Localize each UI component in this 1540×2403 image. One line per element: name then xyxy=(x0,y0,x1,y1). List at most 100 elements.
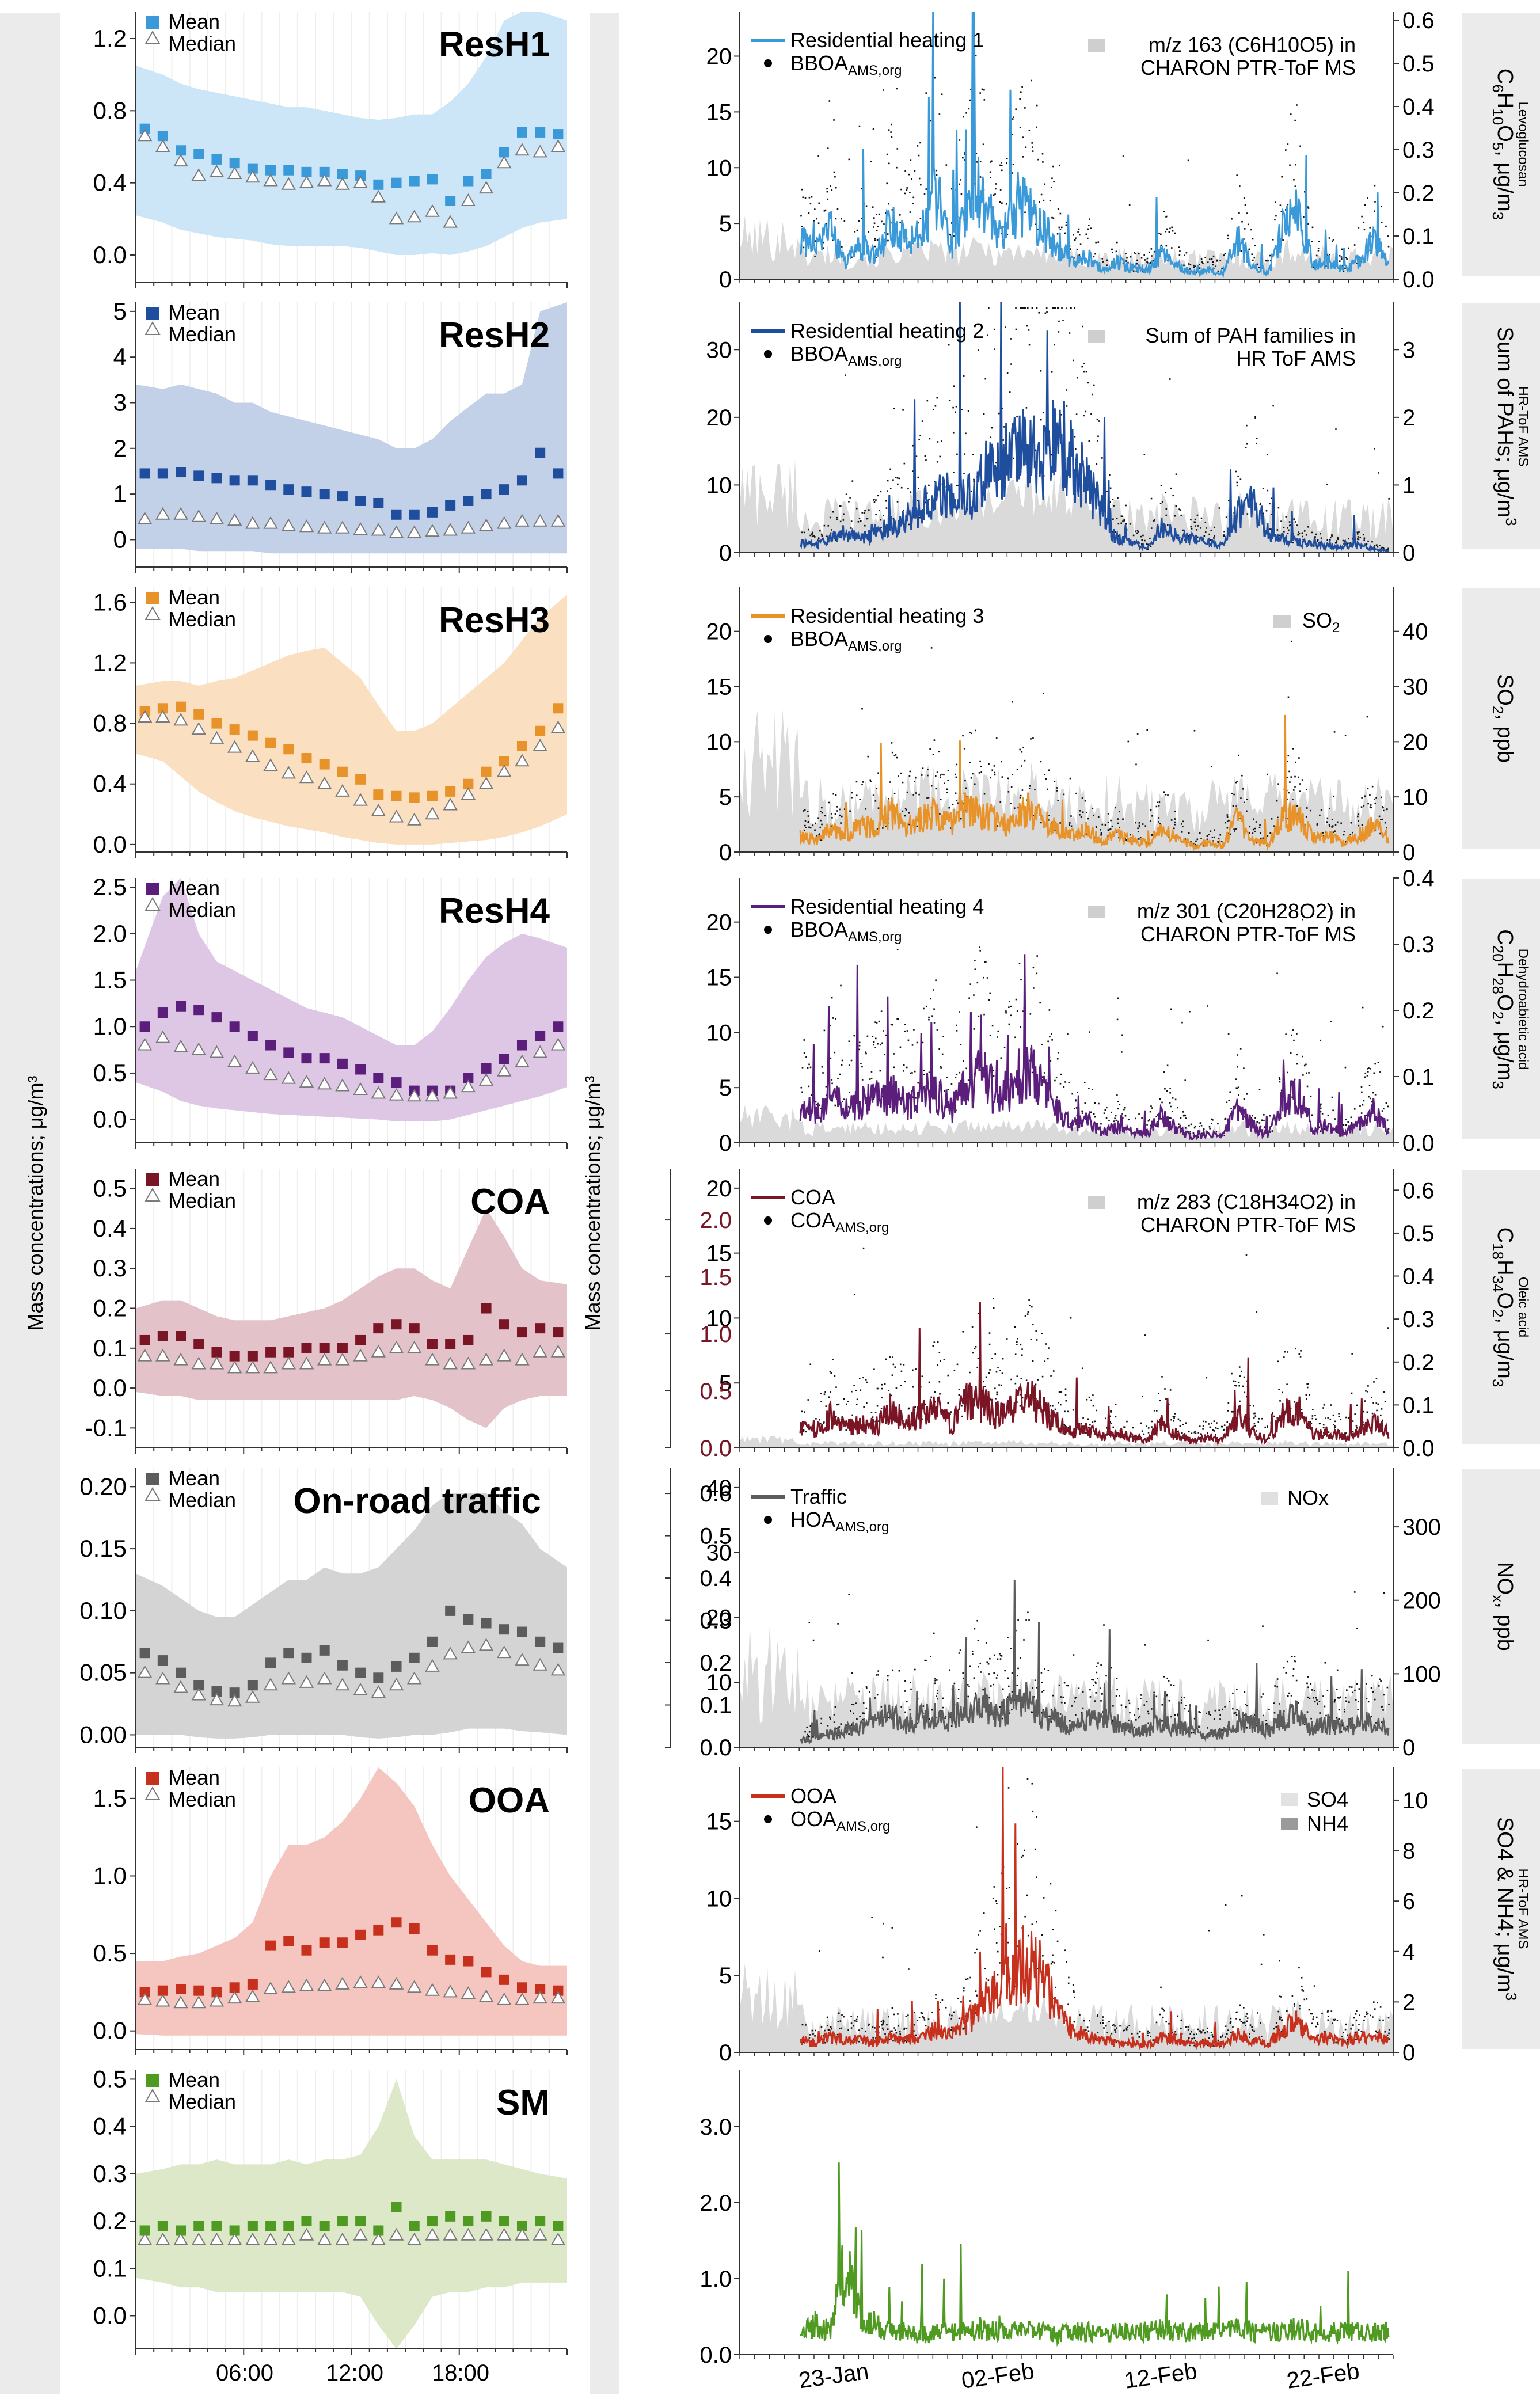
ams-point xyxy=(975,55,977,56)
ams-point xyxy=(870,1078,873,1079)
ams-point xyxy=(1362,534,1364,536)
ams-point xyxy=(1012,164,1014,165)
ams-point xyxy=(934,1680,936,1682)
ams-point xyxy=(1269,1131,1271,1133)
y-tick-label: 0.2 xyxy=(93,2207,127,2234)
ams-point xyxy=(1201,1132,1203,1135)
mean-marker xyxy=(516,741,527,751)
ams-point xyxy=(936,771,938,773)
ams-point xyxy=(960,193,963,195)
ams-point xyxy=(873,217,875,219)
ams-point xyxy=(1226,1421,1229,1423)
tracer-series xyxy=(740,710,1393,852)
ams-point xyxy=(908,812,910,814)
ams-point xyxy=(1208,1713,1210,1715)
ams-point xyxy=(951,2026,953,2029)
median-marker xyxy=(209,164,225,177)
ams-point xyxy=(1178,246,1180,248)
mean-marker xyxy=(301,1945,312,1956)
ams-point xyxy=(1236,174,1238,176)
ams-point xyxy=(1213,1718,1215,1720)
ams-point xyxy=(1307,206,1309,208)
ams-point xyxy=(1200,258,1203,260)
percentile-band xyxy=(136,302,567,554)
ams-point xyxy=(1096,463,1098,465)
inner-y-tick-label: 1.5 xyxy=(699,1265,732,1290)
ams-point xyxy=(1322,1427,1325,1428)
median-marker xyxy=(443,215,458,228)
ams-point xyxy=(862,1377,864,1379)
ams-point xyxy=(973,478,975,481)
median-marker xyxy=(478,1352,494,1366)
ams-point xyxy=(1301,532,1303,534)
ams-point xyxy=(1147,543,1149,546)
ams-point xyxy=(923,1069,925,1071)
ams-point xyxy=(1160,1986,1162,1988)
ams-point xyxy=(1053,1962,1055,1964)
median-marker xyxy=(317,1352,332,1366)
ams-point xyxy=(932,754,934,755)
ams-point xyxy=(940,776,941,778)
median-marker xyxy=(263,1982,278,1994)
median-marker xyxy=(299,1675,314,1688)
ams-point xyxy=(911,178,912,180)
ams-point xyxy=(1254,1412,1256,1415)
ams-point xyxy=(1115,1695,1117,1697)
ams-point xyxy=(1367,1071,1369,1073)
ams-point xyxy=(1131,2033,1133,2035)
ams-point xyxy=(883,2021,885,2022)
ams-point xyxy=(1094,1420,1096,1423)
ams-point xyxy=(1254,827,1256,830)
ams-point xyxy=(807,1399,809,1401)
ams-point xyxy=(1382,1108,1385,1110)
left-label-strip xyxy=(0,13,60,2394)
ams-point xyxy=(912,470,914,472)
ams-point xyxy=(1269,503,1271,505)
ams-point xyxy=(1045,307,1048,309)
ams-point xyxy=(1303,530,1306,532)
inner-y-tick-label: 0.5 xyxy=(699,1379,732,1404)
median-marker xyxy=(443,1086,458,1099)
ams-point xyxy=(990,1685,992,1687)
ams-point xyxy=(1302,538,1304,541)
median-marker xyxy=(389,1088,404,1101)
ams-point xyxy=(884,1383,886,1385)
ams-point xyxy=(1181,823,1182,825)
ams-point xyxy=(1050,1963,1052,1965)
mean-marker xyxy=(427,507,438,518)
ams-point xyxy=(1001,165,1003,166)
median-marker xyxy=(425,1089,440,1102)
ams-point xyxy=(1364,1072,1367,1074)
right-axis-subtitle: Levoglucosan xyxy=(1515,101,1531,187)
ams-point xyxy=(974,1692,976,1694)
ams-point xyxy=(953,235,955,237)
ams-point xyxy=(895,477,897,478)
ams-point xyxy=(1113,505,1115,507)
ams-point xyxy=(1074,239,1076,241)
ams-point xyxy=(1260,502,1261,504)
ams-point xyxy=(968,108,970,110)
y-tick-label: 0.0 xyxy=(93,831,127,858)
ams-point xyxy=(1387,549,1389,550)
percentile-band xyxy=(136,595,567,845)
ams-point xyxy=(1353,1591,1356,1593)
mean-marker xyxy=(373,1073,384,1083)
ams-point xyxy=(1294,1401,1296,1403)
ams-point xyxy=(893,2027,896,2029)
ams-point xyxy=(1188,263,1190,265)
ams-point xyxy=(1246,424,1248,427)
median-marker xyxy=(371,2232,386,2245)
ams-point xyxy=(1277,816,1279,819)
ams-point xyxy=(1097,2032,1099,2033)
ams-point xyxy=(955,405,957,408)
ams-point xyxy=(1065,224,1067,226)
ams-point xyxy=(1279,1078,1281,1081)
mean-marker xyxy=(481,1618,492,1629)
ams-point xyxy=(1027,1311,1029,1313)
ams-point xyxy=(908,1968,910,1970)
ams-point xyxy=(971,490,972,492)
ams-point xyxy=(817,155,820,157)
ams-point xyxy=(1008,1887,1010,1889)
ams-point xyxy=(1119,1104,1121,1105)
ams-point xyxy=(1069,1123,1071,1125)
